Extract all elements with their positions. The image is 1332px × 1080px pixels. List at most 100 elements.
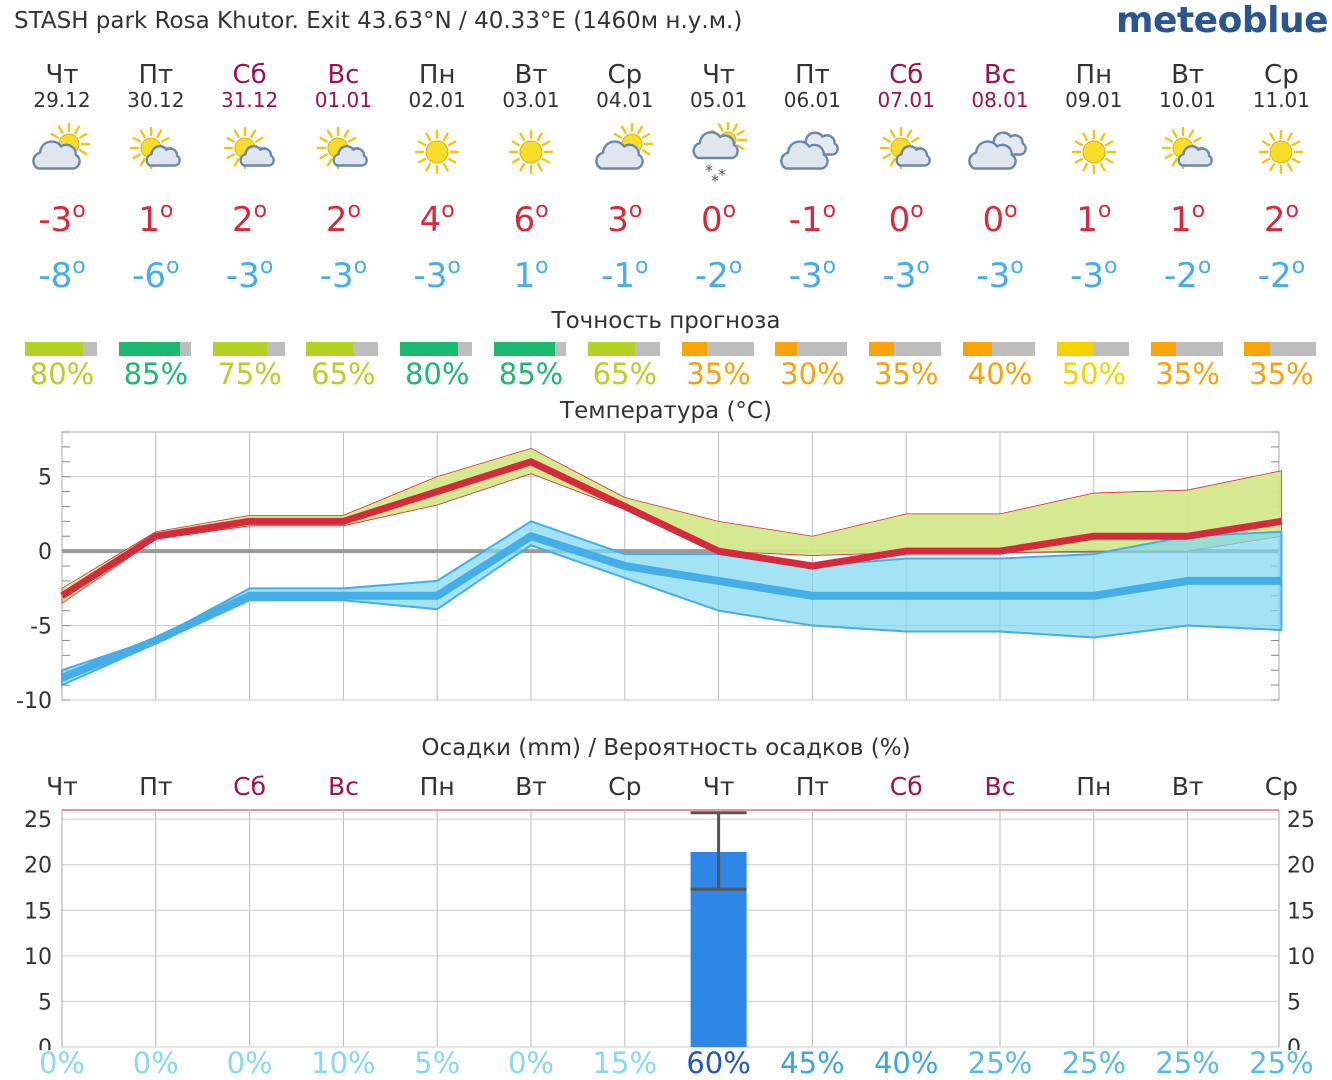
temp-min-value: -3 (319, 256, 354, 296)
temp-max: 2o (1263, 198, 1299, 240)
temp-min-value: -3 (788, 256, 823, 296)
accuracy-label: 35% (1155, 357, 1220, 391)
temp-max: 0o (701, 198, 737, 240)
accuracy-title: Точность прогноза (551, 308, 781, 334)
accuracy-bar (869, 342, 942, 356)
temp-max: 3o (607, 198, 643, 240)
svg-text:*: * (705, 161, 713, 180)
temp-min: 1o (513, 254, 549, 296)
precip-day-label: Вт (515, 772, 547, 801)
precip-day-label: Чт (702, 772, 735, 801)
accuracy-bar (1056, 342, 1129, 356)
temp-min-value: -1 (601, 256, 636, 296)
clouds-icon (765, 122, 859, 188)
max-temp-line (60, 458, 1282, 599)
precip-probability-label: 0% (132, 1046, 179, 1080)
accuracy-label: 80% (29, 357, 95, 391)
temp-min: -3o (413, 254, 461, 296)
day-name: Чт (45, 60, 79, 90)
sun-cloud-snow-icon: * * * (672, 120, 766, 190)
temp-min: -8o (38, 254, 86, 296)
precip-probability-label: 10% (311, 1046, 376, 1080)
temp-max: 6o (513, 198, 549, 240)
day-name: Вт (514, 60, 548, 90)
y-tick-label-left: 20 (24, 854, 52, 879)
temp-min-value: -3 (976, 256, 1011, 296)
temp-min-value: 1 (513, 256, 536, 296)
sun-small-cloud-icon (203, 122, 297, 188)
y-tick-label-left: 25 (24, 808, 52, 833)
accuracy-fill (212, 342, 267, 356)
accuracy-fill (1056, 342, 1093, 356)
svg-text:*: * (711, 171, 719, 188)
sun-small-cloud-icon (296, 122, 390, 188)
day-date: 07.01 (877, 88, 935, 112)
meteoblue-logo[interactable]: meteoblue (1116, 0, 1328, 41)
temp-max: 2o (325, 198, 361, 240)
precip-day-label: Ср (1264, 772, 1299, 801)
accuracy-label: 85% (498, 357, 564, 391)
temp-max: 0o (888, 198, 924, 240)
precip-probability-label: 25% (1249, 1046, 1314, 1080)
temp-max-value: 0 (982, 200, 1005, 240)
sun-icon (1047, 122, 1141, 188)
y-tick-label: -5 (30, 615, 52, 640)
accuracy-fill (494, 342, 556, 356)
y-tick-label-right: 0 (1287, 1036, 1301, 1050)
y-tick-label-right: 5 (1287, 990, 1301, 1015)
accuracy-label: 30% (780, 357, 845, 391)
precipitation-title: Осадки (mm) / Вероятность осадков (%) (421, 735, 911, 761)
precip-probability-label: 0% (226, 1046, 273, 1080)
sun-small-cloud-icon (109, 122, 203, 188)
accuracy-label: 35% (873, 357, 939, 391)
precip-day-label: Чт (46, 772, 78, 801)
accuracy-label: 85% (123, 357, 189, 391)
y-tick-label-right: 15 (1287, 899, 1315, 924)
accuracy-label: 50% (1061, 357, 1127, 391)
day-date: 10.01 (1158, 88, 1217, 112)
temp-max: 2o (232, 198, 268, 240)
accuracy-fill (587, 342, 635, 356)
day-date: 05.01 (689, 88, 748, 112)
min-temp-range (61, 520, 1283, 687)
accuracy-bar (963, 342, 1035, 356)
temp-min: -3o (976, 254, 1024, 296)
temp-min-value: -2 (1257, 256, 1292, 296)
min-temp-line (60, 532, 1282, 682)
day-name: Пн (418, 60, 456, 90)
temp-max-value: 3 (607, 200, 629, 240)
precip-day-label: Вс (327, 772, 359, 801)
temp-min: -3o (225, 254, 274, 296)
day-date: 29.12 (33, 88, 91, 112)
sun-icon (484, 122, 578, 188)
day-date: 11.01 (1252, 88, 1311, 112)
y-tick-label-left: 10 (24, 945, 52, 970)
precip-day-label: Ср (608, 772, 642, 801)
accuracy-fill (118, 342, 180, 356)
accuracy-label: 65% (592, 357, 658, 391)
y-tick-label: 5 (38, 466, 52, 491)
day-name: Пт (795, 60, 830, 90)
temp-max-value: -1 (788, 200, 823, 240)
day-name: Вс (327, 60, 360, 90)
temp-min: -3o (319, 254, 368, 296)
accuracy-fill (775, 342, 797, 356)
day-name: Вт (1171, 60, 1205, 90)
precip-probability-label: 45% (780, 1046, 845, 1080)
sun-cloud-icon (578, 122, 672, 188)
day-name: Сб (889, 60, 924, 90)
y-tick-label-left: 15 (24, 899, 52, 924)
day-name: Пн (1075, 60, 1113, 90)
temp-max: 0o (982, 198, 1018, 240)
day-date: 02.01 (408, 88, 466, 112)
precip-probability-label: 5% (414, 1046, 461, 1080)
temp-min-value: -3 (225, 256, 260, 296)
temp-max: 1o (138, 198, 174, 240)
accuracy-bar (25, 342, 97, 356)
precip-day-label: Пн (419, 772, 455, 801)
accuracy-fill (306, 342, 354, 356)
accuracy-bar (118, 342, 191, 356)
accuracy-label: 35% (686, 357, 751, 391)
accuracy-label: 75% (217, 357, 282, 391)
temp-max: 4o (419, 198, 455, 240)
